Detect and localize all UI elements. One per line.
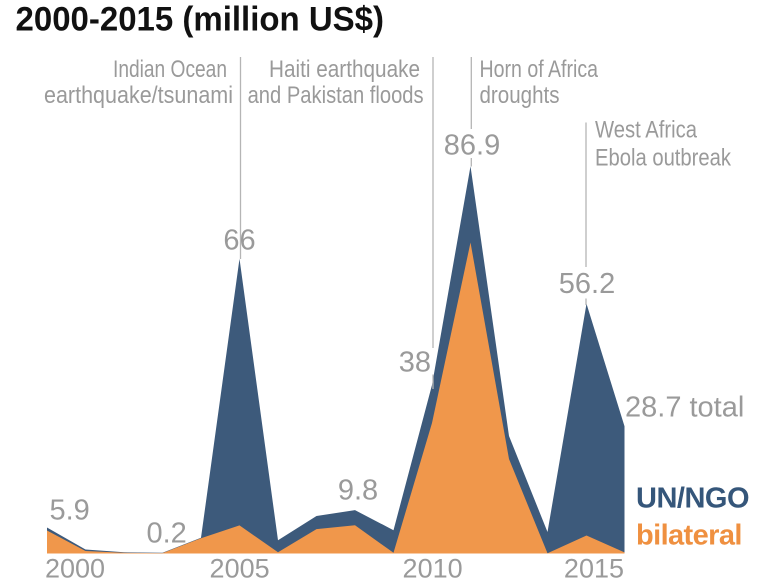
- svg-text:2005: 2005: [210, 553, 270, 581]
- svg-text:earthquake/tsunami: earthquake/tsunami: [44, 82, 233, 109]
- svg-text:2000-2015 (million US$): 2000-2015 (million US$): [16, 1, 385, 39]
- svg-text:bilateral: bilateral: [636, 520, 742, 552]
- svg-text:0.2: 0.2: [147, 517, 187, 549]
- svg-text:56.2: 56.2: [559, 268, 615, 300]
- svg-text:9.8: 9.8: [338, 474, 378, 506]
- svg-text:Ebola outbreak: Ebola outbreak: [595, 145, 732, 172]
- svg-text:and Pakistan floods: and Pakistan floods: [248, 82, 424, 109]
- svg-text:2000: 2000: [45, 553, 105, 581]
- svg-text:UN/NGO: UN/NGO: [636, 483, 749, 515]
- svg-text:West Africa: West Africa: [595, 117, 698, 144]
- svg-text:Haiti earthquake: Haiti earthquake: [269, 56, 420, 83]
- svg-text:Indian Ocean: Indian Ocean: [113, 56, 227, 83]
- svg-text:Horn of Africa: Horn of Africa: [480, 56, 599, 83]
- svg-text:2015: 2015: [564, 553, 624, 581]
- svg-text:2010: 2010: [403, 553, 463, 581]
- svg-text:28.7 total: 28.7 total: [625, 391, 744, 423]
- svg-text:droughts: droughts: [480, 82, 560, 109]
- svg-text:5.9: 5.9: [50, 494, 90, 526]
- svg-text:38: 38: [399, 347, 431, 379]
- svg-text:86.9: 86.9: [444, 130, 500, 162]
- svg-text:66: 66: [223, 225, 255, 257]
